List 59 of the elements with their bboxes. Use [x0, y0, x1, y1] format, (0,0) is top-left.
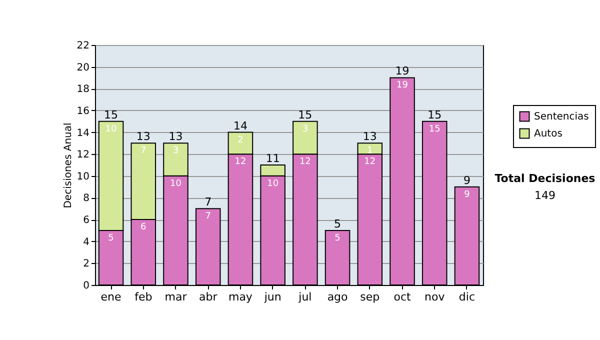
y-tick-label: 2 [83, 258, 90, 270]
data-label: 7 [205, 212, 211, 222]
total-label: 15 [104, 108, 118, 122]
x-tick-label: abr [198, 290, 218, 304]
y-tick-label: 22 [76, 40, 90, 52]
y-tick-label: 18 [76, 84, 90, 96]
data-label: 5 [108, 233, 114, 244]
data-label: 10 [267, 178, 279, 189]
data-label: 3 [302, 124, 308, 134]
total-label: 7 [204, 196, 212, 209]
x-tick-label: sep [360, 290, 380, 304]
y-tick-label: 12 [76, 150, 90, 161]
data-label: 3 [172, 146, 179, 156]
total-label: 13 [136, 130, 150, 144]
total-label: 5 [334, 217, 342, 230]
x-tick-label: jun [263, 290, 282, 304]
total-label: 19 [395, 64, 410, 78]
x-tick-label: feb [134, 290, 152, 304]
x-tick-label: jul [298, 290, 312, 304]
y-tick-label: 6 [83, 215, 90, 226]
x-tick-label: ene [100, 290, 122, 304]
data-label: 7 [140, 146, 146, 156]
data-label: 12 [364, 157, 376, 168]
data-label: 15 [428, 124, 440, 134]
data-label: 10 [170, 178, 182, 189]
y-tick-label: 14 [76, 128, 90, 139]
total-label: 13 [362, 130, 377, 144]
y-axis-title: Decisiones Anual [62, 122, 74, 208]
data-label: 1 [367, 146, 373, 156]
y-tick-label: 4 [83, 236, 90, 248]
total-label: 15 [298, 108, 312, 122]
data-label: 6 [140, 222, 147, 233]
data-label: 10 [105, 124, 118, 134]
data-label: 12 [299, 157, 311, 168]
legend-label: Autos [534, 128, 562, 140]
x-tick-label: mar [164, 290, 188, 304]
total-label: 11 [266, 152, 280, 165]
y-tick-label: 20 [76, 62, 90, 74]
data-label: 5 [334, 233, 340, 244]
data-label: 2 [238, 135, 244, 146]
data-label: 12 [234, 157, 246, 168]
x-tick-label: dic [458, 290, 476, 304]
text: 149 [534, 189, 556, 202]
data-label: 9 [464, 190, 470, 200]
x-tick-label: oct [394, 290, 412, 304]
total-label: 15 [428, 108, 442, 122]
x-tick-label: nov [424, 290, 446, 304]
text: Total Decisiones [494, 172, 596, 185]
x-tick-label: may [228, 290, 253, 304]
total-label: 14 [233, 119, 248, 132]
y-tick-label: 0 [83, 280, 90, 292]
total-label: 9 [463, 174, 470, 187]
total-label: 13 [168, 130, 183, 144]
y-tick-label: 10 [76, 171, 90, 182]
x-tick-label: ago [327, 290, 348, 304]
data-label: 19 [396, 80, 408, 91]
legend-label: Sentencias [534, 112, 589, 122]
y-tick-label: 16 [76, 106, 90, 117]
y-tick-label: 8 [83, 193, 90, 204]
